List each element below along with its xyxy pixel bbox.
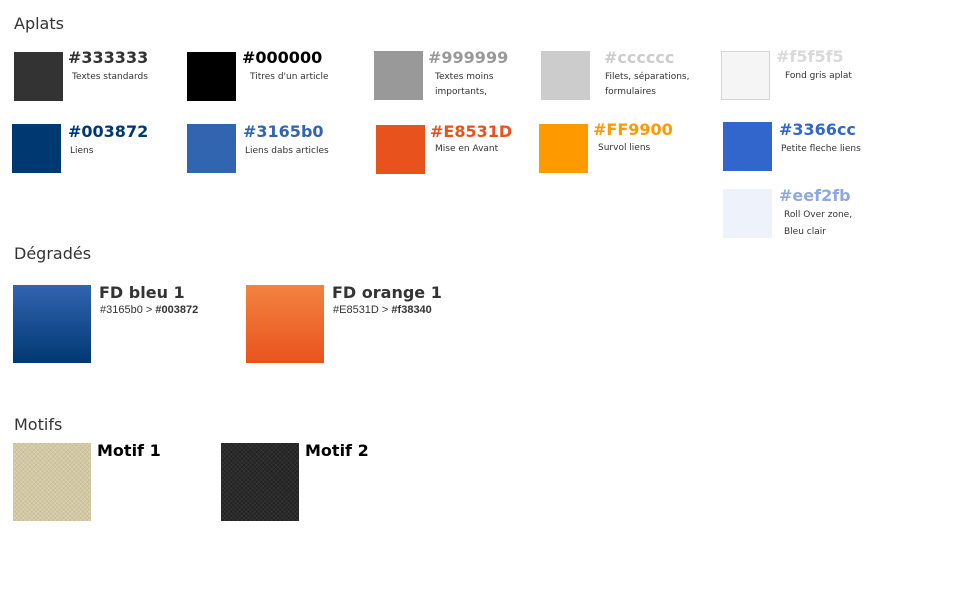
gradient-blue-spec: #3165b0 > #003872 bbox=[100, 304, 198, 316]
hex-003872: #003872 bbox=[68, 122, 149, 141]
desc-cccccc: Filets, séparations, formulaires bbox=[605, 72, 690, 97]
gradient-orange-from: #E8531D bbox=[333, 304, 379, 316]
pattern-2-swatch bbox=[221, 443, 299, 521]
hex-cccccc: #cccccc bbox=[604, 48, 675, 67]
hex-f5f5f5: #f5f5f5 bbox=[776, 47, 844, 66]
swatch-333333 bbox=[14, 52, 63, 101]
hex-3366cc: #3366cc bbox=[779, 120, 856, 139]
swatch-3165b0 bbox=[187, 124, 236, 173]
desc-e8531d: Mise en Avant bbox=[435, 144, 499, 154]
swatch-e8531d bbox=[376, 125, 425, 174]
desc-3165b0: Liens dabs articles bbox=[245, 146, 329, 156]
gradient-blue-from: #3165b0 bbox=[100, 304, 143, 316]
desc-333333: Textes standards bbox=[72, 72, 148, 82]
swatch-000000 bbox=[187, 52, 236, 101]
swatch-003872 bbox=[12, 124, 61, 173]
hex-333333: #333333 bbox=[68, 48, 149, 67]
swatch-ff9900 bbox=[539, 124, 588, 173]
desc-ff9900: Survol liens bbox=[598, 143, 651, 153]
desc-3366cc: Petite fleche liens bbox=[781, 144, 861, 154]
pattern-2-name: Motif 2 bbox=[305, 441, 369, 460]
section-title-gradients: Dégradés bbox=[14, 244, 92, 263]
desc-eef2fb: Roll Over zone, Bleu clair bbox=[784, 210, 853, 237]
section-title-patterns: Motifs bbox=[14, 415, 63, 434]
pattern-1-swatch bbox=[13, 443, 91, 521]
desc-999999: Textes moins importants, bbox=[435, 72, 494, 97]
hex-3165b0: #3165b0 bbox=[243, 122, 324, 141]
gradient-blue-name: FD bleu 1 bbox=[99, 283, 185, 302]
gradient-orange-separator: > bbox=[378, 304, 392, 316]
swatch-cccccc bbox=[541, 51, 590, 100]
gradient-blue-to: #003872 bbox=[155, 304, 199, 316]
gradient-orange-swatch bbox=[246, 285, 324, 363]
gradient-blue-swatch bbox=[13, 285, 91, 363]
hex-ff9900: #FF9900 bbox=[593, 120, 673, 139]
hex-e8531d: #E8531D bbox=[430, 122, 513, 141]
gradient-blue-separator: > bbox=[142, 304, 156, 316]
desc-000000: Titres d'un article bbox=[250, 72, 329, 82]
hex-999999: #999999 bbox=[428, 48, 509, 67]
gradient-orange-name: FD orange 1 bbox=[332, 283, 442, 302]
hex-eef2fb: #eef2fb bbox=[779, 186, 851, 205]
desc-003872: Liens bbox=[70, 146, 94, 156]
swatch-eef2fb bbox=[723, 189, 772, 238]
swatch-999999 bbox=[374, 51, 423, 100]
gradient-orange-to: #f38340 bbox=[391, 304, 432, 316]
hex-000000: #000000 bbox=[242, 48, 323, 67]
section-title-flat: Aplats bbox=[14, 14, 64, 33]
gradient-orange-spec: #E8531D > #f38340 bbox=[333, 304, 432, 316]
swatch-f5f5f5 bbox=[721, 51, 770, 100]
swatch-3366cc bbox=[723, 122, 772, 171]
pattern-1-name: Motif 1 bbox=[97, 441, 161, 460]
desc-f5f5f5: Fond gris aplat bbox=[785, 71, 852, 81]
